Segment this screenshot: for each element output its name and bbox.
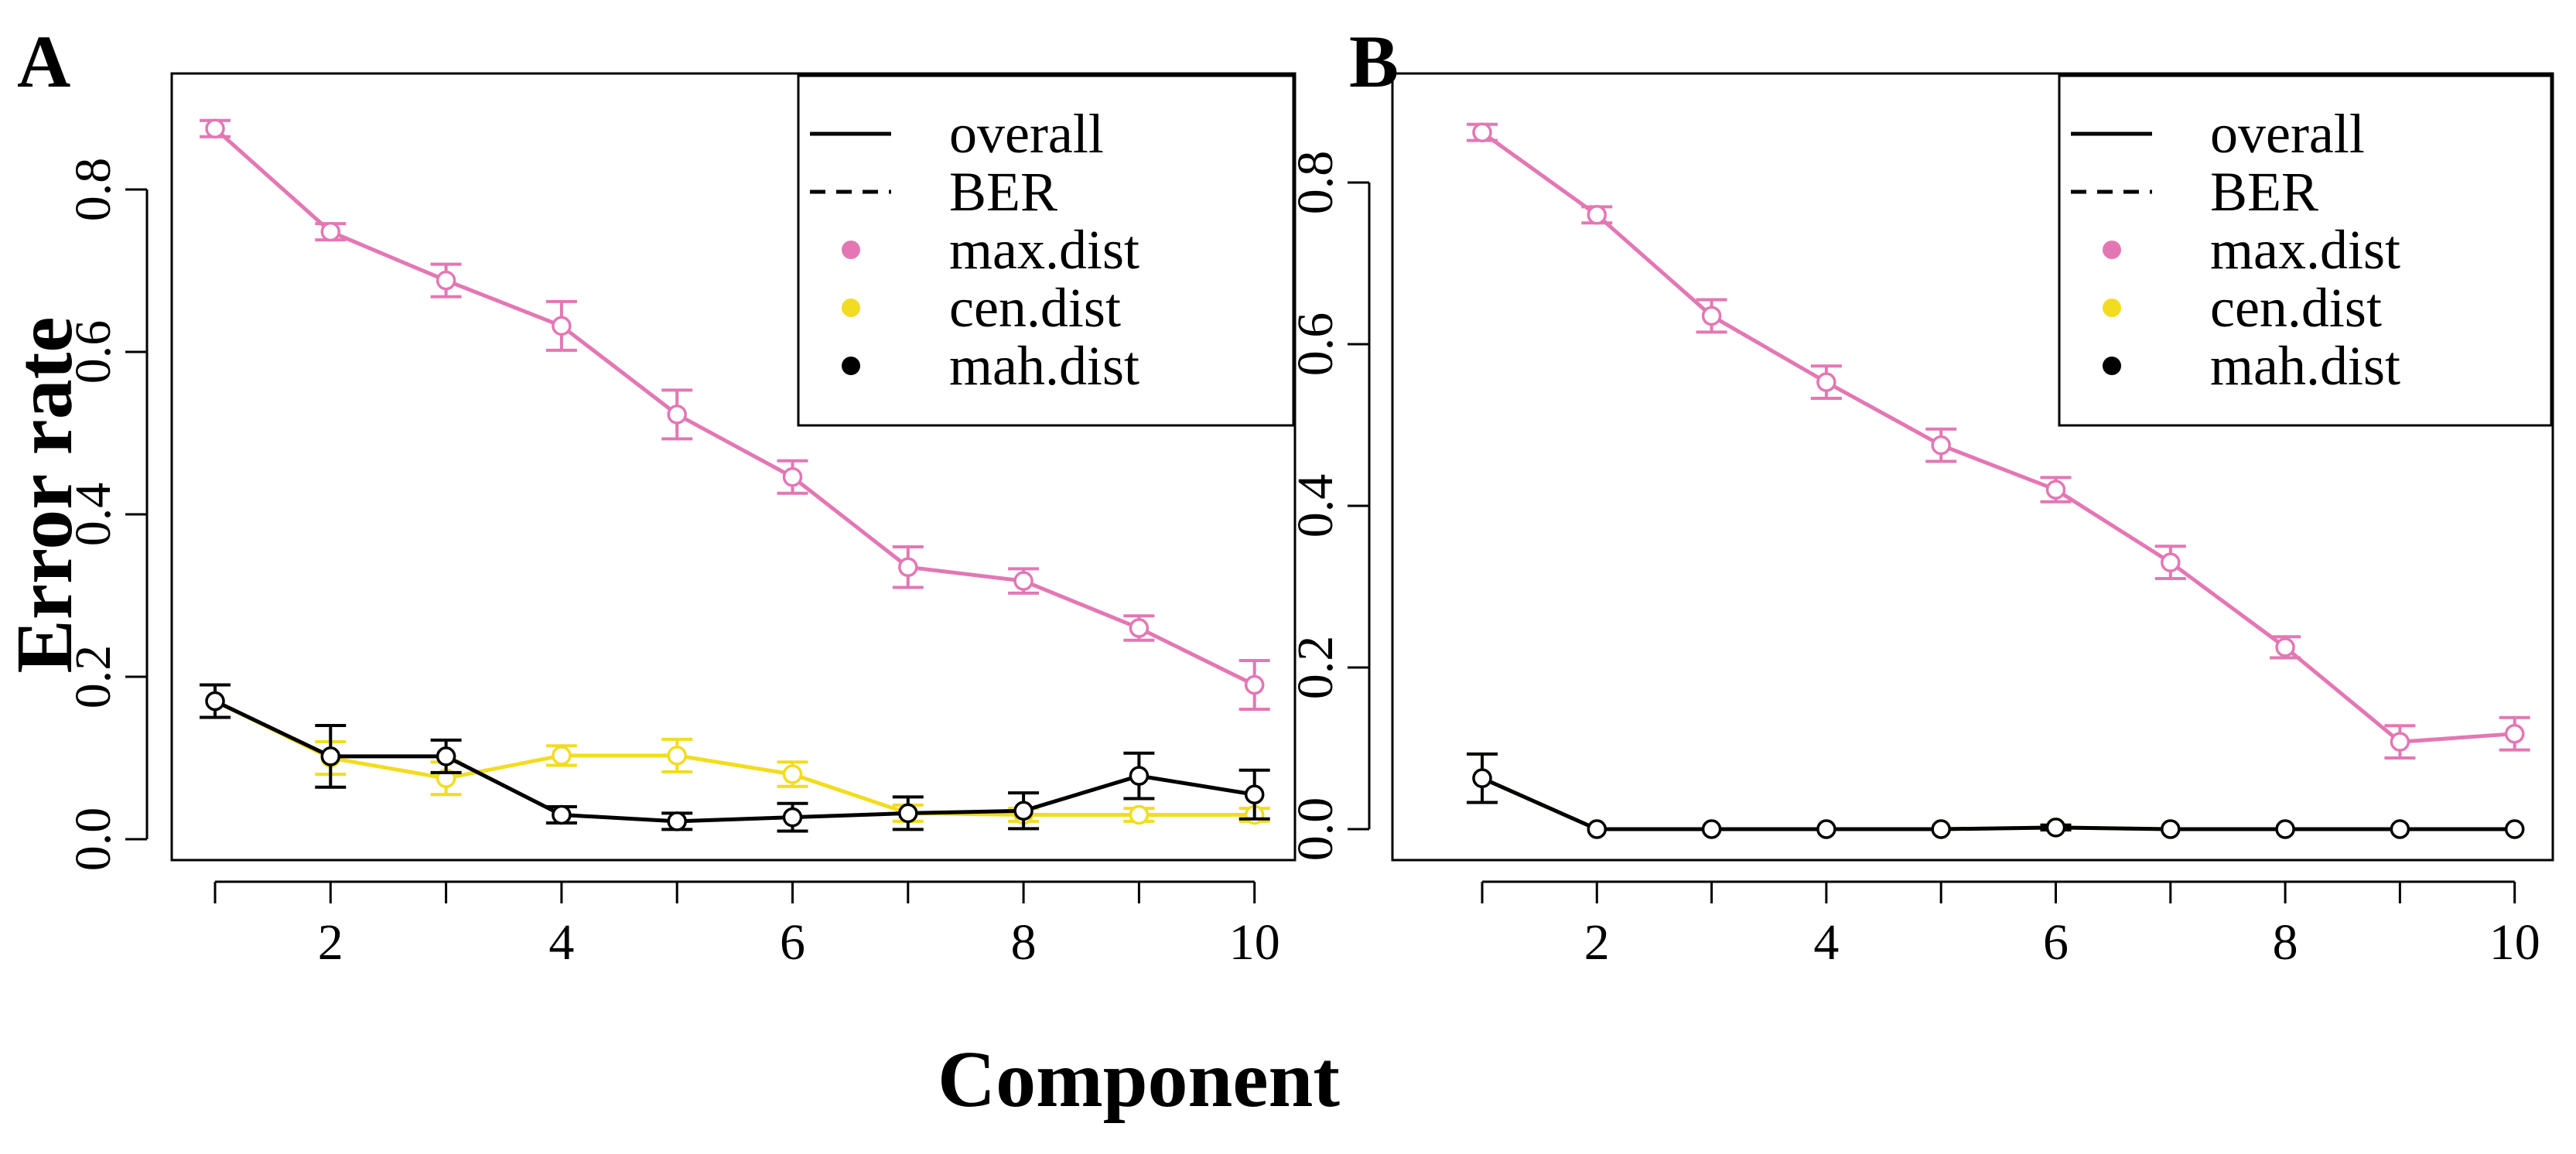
panel-b-x-tick-label: 6 <box>2043 914 2069 971</box>
panel-b-mah-dist-point <box>2275 819 2295 839</box>
panel-b-y-tick-label: 0.6 <box>1287 312 1344 377</box>
panel-a-mah-dist-point <box>1013 801 1033 821</box>
panel-b-mah-dist-point <box>2161 819 2181 839</box>
panel-a-max-dist-point <box>898 557 918 577</box>
panel-b-max-dist-line <box>1481 131 2515 744</box>
panel-a-cen-dist-point <box>552 746 572 766</box>
panel-a-legend-cen-dist-key <box>842 299 860 317</box>
panel-a-plot-frame <box>170 72 1297 862</box>
panel-a-plot: 2 4 6 8 10 0.0 0.2 0.4 0.6 0.8 overallBERmax.distc… <box>65 72 1297 971</box>
panel-a-max-dist-point <box>205 118 225 138</box>
panel-a-mah-dist-line <box>214 699 1256 824</box>
panel-b-max-dist-point <box>1816 372 1836 392</box>
panel-a-max-dist-point <box>1244 674 1265 695</box>
panel-a-legend-overall-label: overall <box>949 103 1104 165</box>
panel-b-label: B <box>1349 20 1399 103</box>
panel-a-max-dist-point <box>1013 571 1033 591</box>
panel-a-max-dist-point <box>782 466 803 487</box>
panel-b-cen-dist-line <box>1481 776 2515 831</box>
panel-b-max-dist-point <box>1587 205 1607 225</box>
panel-a-x-tick-label: 8 <box>1011 914 1037 971</box>
panel-a-cen-dist-point <box>1129 804 1150 825</box>
panel-b-max-dist-point <box>2504 723 2525 744</box>
panel-a-legend-cen-dist-label: cen.dist <box>949 277 1121 339</box>
panel-a-y-tick-label: 0.8 <box>65 158 121 222</box>
panel-a-legend-mah-dist-label: mah.dist <box>949 335 1139 397</box>
panel-b-legend-max-dist-label: max.dist <box>2210 219 2400 281</box>
panel-a-max-dist-point <box>667 405 687 425</box>
panel-b-max-dist-point <box>1472 122 1492 142</box>
panel-b-mah-dist-point <box>1816 819 1836 839</box>
panel-b-max-dist-point <box>1701 306 1722 326</box>
panel-a-max-dist-point <box>436 270 456 291</box>
panel-a-x-tick-label: 6 <box>780 914 805 971</box>
panel-a-mah-dist-point <box>320 746 341 766</box>
panel-a-cen-dist-line <box>214 699 1255 817</box>
panel-b-plot: 2 4 6 8 10 0.0 0.2 0.4 0.6 0.8 overallBERmax.distc… <box>1287 72 2554 971</box>
panel-a-x-tick-label: 4 <box>548 914 574 971</box>
panel-b-x-tick-label: 8 <box>2273 914 2298 971</box>
panel-b-max-dist-point <box>2275 637 2295 657</box>
panel-a-mah-dist-point <box>1129 766 1150 786</box>
panel-b-legend-mah-dist-label: mah.dist <box>2210 335 2400 397</box>
panel-b-mah-dist-point <box>1587 819 1607 839</box>
panel-b-legend-cen-dist-key <box>2103 299 2121 317</box>
panel-a-y-tick-label: 0.0 <box>65 807 121 872</box>
panel-b-y-tick-label: 0.0 <box>1287 797 1344 862</box>
panel-b-x-tick-label: 4 <box>1813 914 1839 971</box>
panel-a-legend-max-dist-label: max.dist <box>949 219 1139 281</box>
panel-a-mah-dist-point <box>782 807 803 828</box>
panel-a-y-tick-label: 0.2 <box>65 645 121 709</box>
panel-b-x-tick-label: 2 <box>1584 914 1610 971</box>
panel-b-mah-dist-line <box>1481 776 2515 831</box>
panel-a-mah-dist-point <box>436 746 456 766</box>
panel-b-legend-overall-label: overall <box>2210 103 2365 165</box>
panel-b-max-dist-point <box>2045 480 2066 500</box>
panel-a-max-dist-point <box>1129 618 1150 638</box>
panel-a-mah-dist-point <box>205 691 225 712</box>
panel-b-legend-mah-dist-key <box>2103 357 2121 375</box>
panel-b-max-dist-point <box>1931 435 1951 456</box>
panel-b-max-dist-point <box>2161 552 2181 572</box>
panel-b-mah-dist-point <box>1931 819 1951 839</box>
panel-b-mah-dist-point <box>1701 819 1722 839</box>
panel-b-plot-frame <box>1391 72 2554 862</box>
panel-a-x-tick-label: 2 <box>318 914 343 971</box>
panel-a-max-dist-line <box>214 127 1256 687</box>
panel-b-mah-dist-point <box>2390 819 2410 839</box>
panel-a-mah-dist-point <box>552 804 572 825</box>
panel-a-max-dist-point <box>320 221 341 242</box>
panel-b-legend-max-dist-key <box>2103 241 2121 259</box>
panel-a-mah-dist-point <box>667 811 687 831</box>
panel-a-cen-dist-point <box>782 764 803 784</box>
panel-b-x-tick-label: 10 <box>2489 914 2540 971</box>
panel-a-legend-BER-label: BER <box>949 161 1057 223</box>
panel-b-mah-dist-point <box>1472 768 1492 788</box>
panel-b-max-dist-point <box>2390 732 2410 752</box>
x-axis-title: Component <box>938 1035 1340 1124</box>
panel-b-mah-dist-point <box>2045 818 2066 838</box>
y-axis-title: Error rate <box>0 316 89 673</box>
panel-a-mah-dist-point <box>898 803 918 824</box>
panel-a-label: A <box>17 20 70 103</box>
panel-b-y-tick-label: 0.2 <box>1287 636 1344 700</box>
panel-b-y-tick-label: 0.8 <box>1287 151 1344 215</box>
panel-a-y-tick-label: 0.6 <box>65 320 121 384</box>
panel-a-cen-dist-point <box>667 746 687 766</box>
panel-a-x-tick-label: 10 <box>1229 914 1280 971</box>
panel-a-legend-mah-dist-key <box>842 357 860 375</box>
panel-b-mah-dist-point <box>2504 819 2525 839</box>
panel-a-y-tick-label: 0.4 <box>65 483 121 547</box>
panel-a-legend-max-dist-key <box>842 241 860 259</box>
panel-b-legend-cen-dist-label: cen.dist <box>2210 277 2382 339</box>
panel-b-y-tick-label: 0.4 <box>1287 474 1344 538</box>
panel-a-mah-dist-point <box>1244 784 1265 804</box>
panel-b-legend-BER-label: BER <box>2210 161 2318 223</box>
panel-a-max-dist-point <box>552 316 572 336</box>
